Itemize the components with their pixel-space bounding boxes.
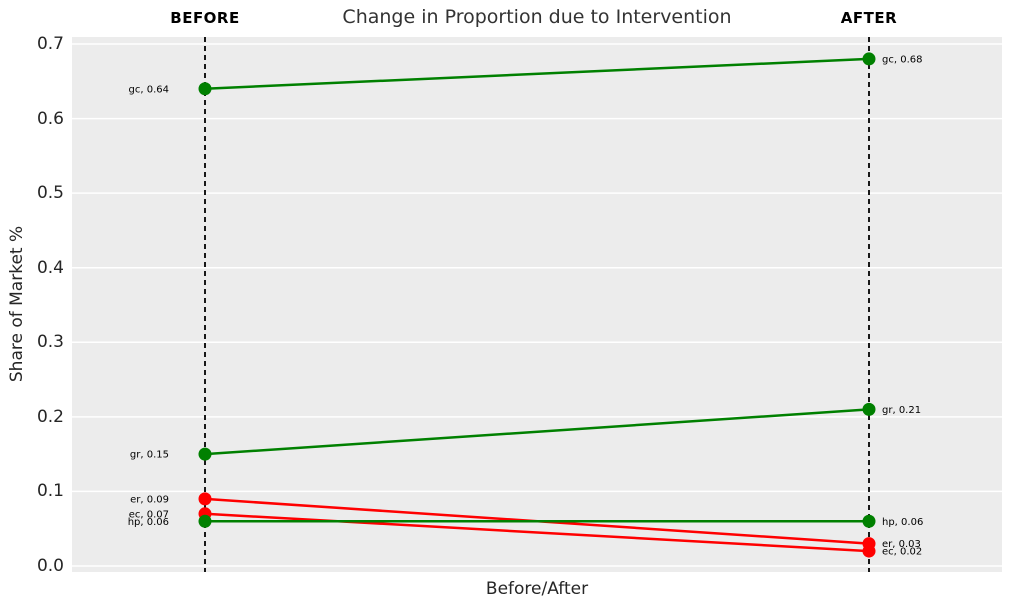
annotation-er-before: er, 0.09 bbox=[130, 494, 169, 505]
column-header-before: BEFORE bbox=[170, 9, 240, 27]
plot-svg: gc, 0.64 gc, 0.68 gr, 0.15 gr, 0.21 er, 0.09… bbox=[72, 37, 1002, 572]
y-tick-label: 0.3 bbox=[36, 332, 64, 353]
y-tick-label: 0.1 bbox=[36, 481, 64, 502]
annotation-gr-after: gr, 0.21 bbox=[882, 405, 921, 416]
annotation-gc-after: gc, 0.68 bbox=[882, 54, 922, 65]
y-axis-label: Share of Market % bbox=[7, 225, 27, 383]
marker-hp-after bbox=[862, 514, 876, 528]
annotation-ec-before: ec, 0.07 bbox=[129, 509, 169, 520]
y-tick-label: 0.6 bbox=[36, 108, 64, 129]
y-tick-label: 0.4 bbox=[36, 257, 64, 278]
x-axis-label: Before/After bbox=[485, 579, 589, 599]
annotation-gc-before: gc, 0.64 bbox=[129, 84, 169, 95]
annotation-hp-before: hp, 0.06 bbox=[128, 517, 169, 528]
column-header-after: AFTER bbox=[840, 9, 898, 27]
y-tick-label: 0.7 bbox=[36, 34, 64, 54]
chart-title: Change in Proportion due to Intervention bbox=[342, 6, 732, 28]
marker-gc-after bbox=[862, 52, 876, 66]
plot-area: gc, 0.64 gc, 0.68 gr, 0.15 gr, 0.21 er, 0.09… bbox=[72, 37, 1002, 572]
series-line-gc bbox=[204, 57, 870, 91]
marker-gc-before bbox=[198, 82, 212, 96]
marker-er-before bbox=[198, 492, 212, 506]
annotation-er-after: er, 0.03 bbox=[882, 539, 921, 550]
y-tick-label: 0.0 bbox=[36, 556, 64, 576]
marker-gr-after bbox=[862, 402, 876, 416]
marker-gr-before bbox=[198, 447, 212, 461]
marker-hp-before bbox=[198, 514, 212, 528]
annotation-ec-after: ec, 0.02 bbox=[882, 547, 922, 558]
annotation-hp-after: hp, 0.06 bbox=[882, 517, 923, 528]
annotation-gr-before: gr, 0.15 bbox=[130, 450, 169, 461]
y-tick-label: 0.5 bbox=[36, 183, 64, 204]
series-line-ec bbox=[204, 512, 870, 553]
series-line-gr bbox=[204, 408, 870, 456]
marker-ec-after bbox=[862, 544, 876, 558]
y-tick-label: 0.2 bbox=[36, 406, 64, 427]
